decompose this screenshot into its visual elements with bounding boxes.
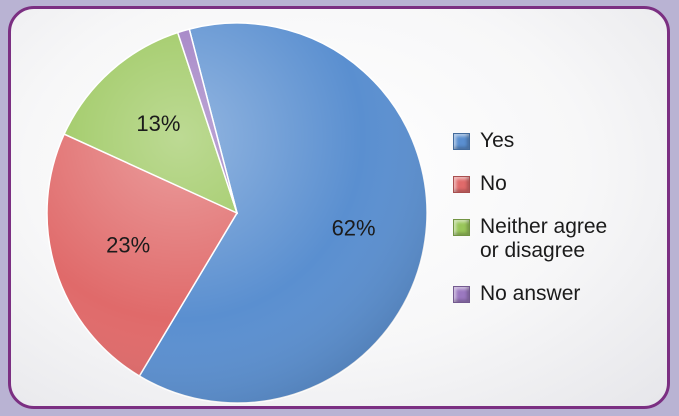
legend-swatch-neither	[453, 219, 470, 236]
legend-item-neither: Neither agree or disagree	[453, 215, 663, 263]
slice-label-neither: 13%	[136, 111, 180, 136]
legend-item-yes: Yes	[453, 129, 663, 153]
legend-swatch-no-answer	[453, 286, 470, 303]
slice-label-yes: 62%	[332, 216, 376, 241]
slice-label-no: 23%	[106, 233, 150, 258]
legend: Yes No Neither agree or disagree No answ…	[453, 129, 663, 325]
legend-item-no-answer: No answer	[453, 282, 663, 306]
legend-label-no: No	[480, 172, 507, 195]
legend-label-yes: Yes	[480, 129, 515, 152]
slice-label-no-answer: 1%	[139, 9, 171, 12]
legend-swatch-yes	[453, 133, 470, 150]
legend-swatch-no	[453, 176, 470, 193]
chart-frame: 62% 23% 13% 1% Yes No Neither agree or disa…	[8, 6, 670, 409]
legend-label-neither: Neither agree or disagree	[480, 215, 608, 262]
pie-labels: 62% 23% 13% 1%	[106, 9, 376, 258]
legend-label-no-answer: No answer	[480, 282, 581, 305]
legend-item-no: No	[453, 172, 663, 196]
pie-slices	[46, 22, 428, 404]
